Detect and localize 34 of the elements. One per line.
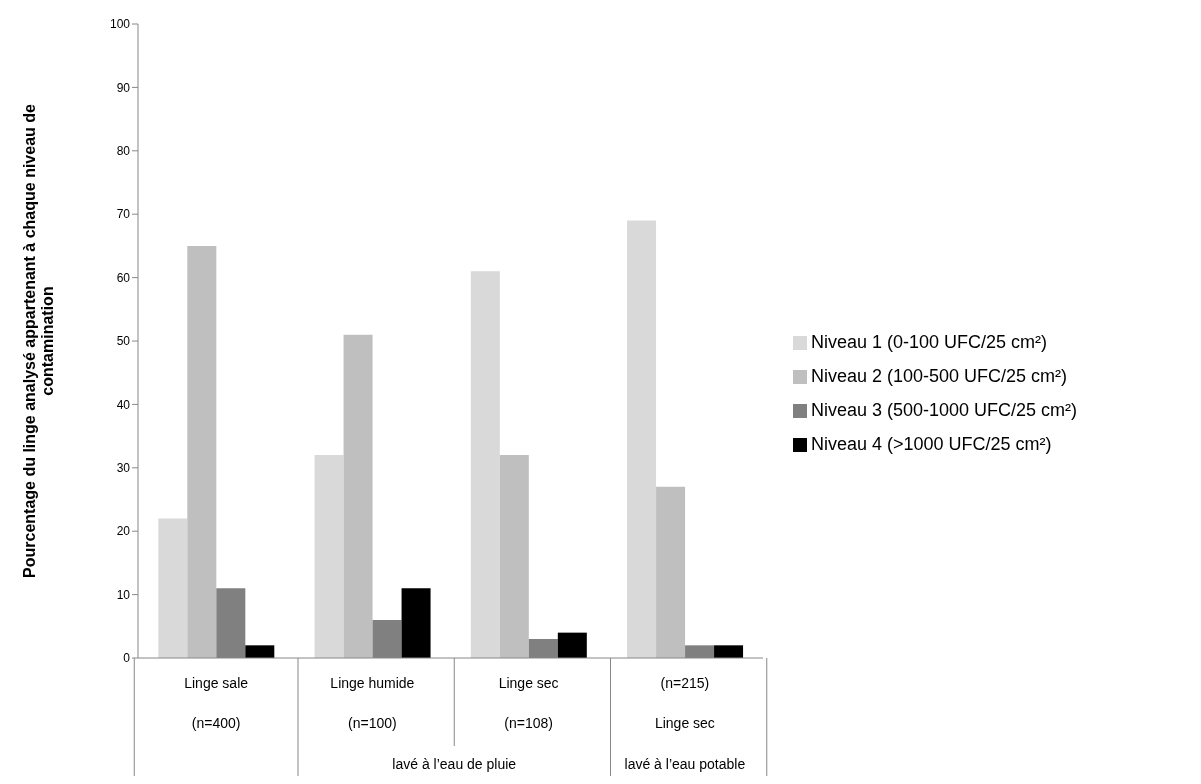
y-tick-label: 60	[116, 270, 131, 285]
bar	[557, 632, 587, 658]
bar	[314, 455, 344, 658]
y-tick-label: 70	[116, 207, 131, 222]
bar	[245, 645, 275, 658]
y-tick-label: 10	[116, 587, 131, 602]
category-label: Linge humide (n=100)	[330, 675, 415, 731]
text: lavé à l’eau potable	[624, 756, 746, 772]
bar	[187, 245, 217, 658]
bar	[499, 455, 529, 658]
bar	[158, 518, 188, 658]
bar	[627, 220, 657, 658]
bar	[656, 486, 686, 658]
y-tick-label: 30	[116, 461, 131, 476]
bar	[714, 645, 744, 658]
text: lavé à l’eau de pluie	[392, 756, 517, 772]
y-tick-label: 90	[116, 80, 131, 95]
y-tick-label: 50	[116, 334, 131, 349]
y-tick-label: 20	[116, 524, 131, 539]
category-label: (n=215) Linge sec	[654, 675, 715, 731]
y-tick-label: 40	[116, 397, 131, 412]
y-tick-label: 100	[109, 17, 131, 32]
legend-label: Niveau 1 (0-100 UFC/25 cm²)	[811, 332, 1048, 352]
legend-label: Niveau 3 (500-1000 UFC/25 cm²)	[811, 400, 1078, 420]
bar	[343, 334, 373, 658]
category-label: Linge sec (n=108)	[498, 675, 559, 731]
legend-label: Niveau 4 (>1000 UFC/25 cm²)	[811, 434, 1052, 454]
y-tick-label: 0	[123, 651, 131, 666]
bar	[401, 588, 431, 658]
bar	[470, 271, 500, 658]
y-axis-title: Pourcentage du linge analysé appartenant à chaque niveau de contamination	[21, 103, 56, 578]
legend-label: Niveau 2 (100-500 UFC/25 cm²)	[811, 366, 1068, 386]
category-label: Linge sale (n=400)	[184, 675, 249, 731]
y-tick-label: 80	[116, 144, 131, 159]
